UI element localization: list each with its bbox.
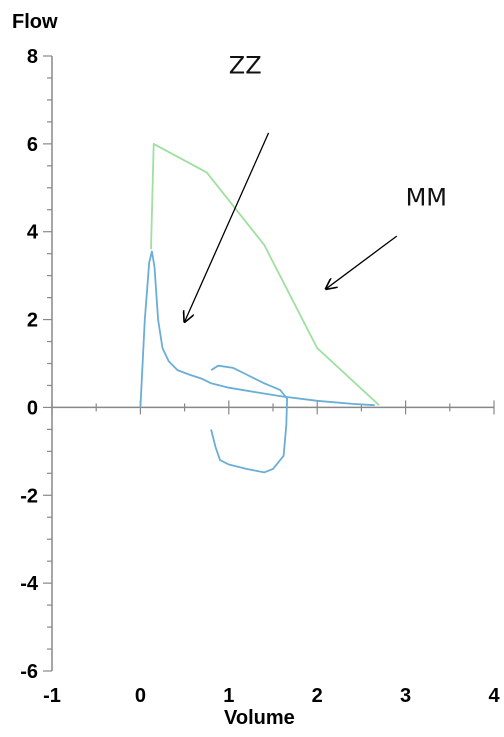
x-tick-label: 3 <box>400 685 411 707</box>
x-tick-label: 2 <box>312 685 323 707</box>
x-tick-label: 1 <box>223 685 234 707</box>
axes <box>51 56 494 671</box>
tick-marks <box>43 55 495 672</box>
series-line-3 <box>210 364 288 474</box>
annotation-label-1: ZZ <box>229 52 262 80</box>
x-tick-label: 4 <box>488 685 500 707</box>
annotation-arrow-2 <box>326 235 398 289</box>
y-tick-label: 4 <box>27 222 39 244</box>
y-tick-label: 8 <box>27 46 38 68</box>
y-tick-label: -6 <box>20 661 38 683</box>
annotation-arrow-1 <box>185 132 270 322</box>
y-tick-label: 2 <box>27 310 38 332</box>
tick-labels: -6 -4 -2 0 2 4 6 8 -1 0 1 2 3 4 <box>20 46 500 707</box>
y-tick-label: -4 <box>20 573 39 595</box>
y-tick-label: -2 <box>20 485 38 507</box>
x-tick-label: -1 <box>43 685 61 707</box>
y-tick-label: 0 <box>27 397 38 419</box>
x-tick-label: 0 <box>135 685 146 707</box>
series-line-2 <box>139 250 375 408</box>
x-axis-title: Volume <box>224 707 295 729</box>
series-layer <box>139 143 380 474</box>
y-tick-label: 6 <box>27 134 38 156</box>
annotation-layer: ZZ MM <box>185 52 447 322</box>
y-axis-title: Flow <box>12 11 58 33</box>
annotation-label-2: MM <box>406 183 447 211</box>
